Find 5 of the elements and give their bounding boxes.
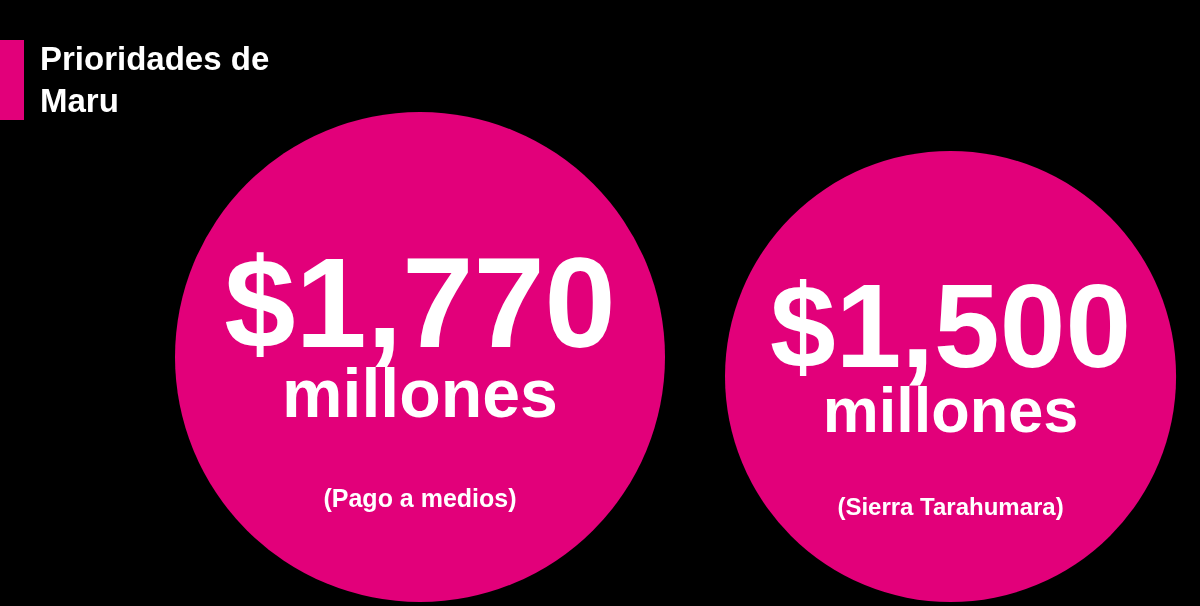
category-label: (Sierra Tarahumara) (837, 492, 1064, 520)
data-label: $1,770 millones (224, 231, 616, 431)
text: Prioridades de Maru (40, 39, 270, 121)
data-label: $1,500 millones (770, 260, 1131, 445)
category-label: (Pago a medios) (323, 484, 517, 512)
